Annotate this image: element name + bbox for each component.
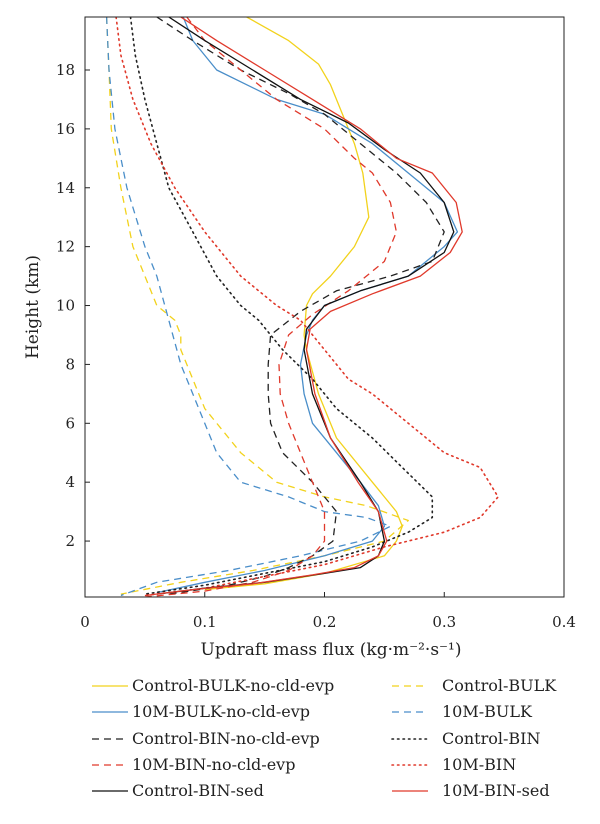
y-tick-label: 4: [65, 473, 75, 491]
x-axis-title: Updraft mass flux (kg·m⁻²·s⁻¹): [201, 640, 462, 660]
legend-label: Control-BULK-no-cld-evp: [132, 676, 334, 695]
legend-label: Control-BIN-no-cld-evp: [132, 729, 320, 748]
legend-label: 10M-BULK-no-cld-evp: [132, 702, 310, 721]
series-line-1: [204, 17, 403, 591]
y-tick-label: 16: [56, 120, 75, 138]
y-tick-label: 10: [56, 297, 75, 315]
x-tick-label: 0.4: [552, 613, 576, 631]
legend-label: 10M-BULK: [442, 702, 533, 721]
y-axis: 2 4 6 8 10 12 14 16 18: [56, 61, 90, 550]
y-tick-label: 14: [56, 179, 75, 197]
series-line-9: [156, 17, 455, 595]
y-tick-label: 18: [56, 61, 75, 79]
series-line-10: [144, 17, 463, 597]
legend-label: 10M-BIN-no-cld-evp: [132, 755, 295, 774]
y-tick-label: 8: [65, 355, 75, 373]
y-tick-label: 12: [56, 238, 75, 256]
x-tick-label: 0.2: [313, 613, 337, 631]
series-line-5: [156, 17, 445, 595]
legend-label: Control-BIN: [442, 729, 541, 748]
y-axis-title: Height (km): [23, 255, 43, 359]
legend-label: 10M-BIN-sed: [442, 781, 550, 800]
plot-area: [84, 16, 565, 598]
x-axis: 0 0.1 0.2 0.3 0.4: [80, 592, 576, 631]
x-tick-label: 0.3: [432, 613, 456, 631]
y-tick-label: 2: [65, 532, 75, 550]
x-tick-label: 0.1: [193, 613, 217, 631]
y-tick-label: 6: [65, 414, 75, 432]
series-layer: [105, 17, 499, 597]
series-line-6: [129, 17, 434, 595]
series-line-7: [144, 17, 398, 597]
series-line-8: [115, 17, 499, 597]
series-line-2: [105, 17, 409, 595]
series-line-4: [105, 17, 392, 597]
plot-frame: [84, 16, 565, 598]
x-tick-label: 0: [80, 613, 90, 631]
legend-label: Control-BULK: [442, 676, 557, 695]
legend: Control-BULK-no-cld-evp Control-BULK 10M-B…: [92, 676, 557, 800]
legend-label: 10M-BIN: [442, 755, 516, 774]
legend-label: Control-BIN-sed: [132, 781, 264, 800]
